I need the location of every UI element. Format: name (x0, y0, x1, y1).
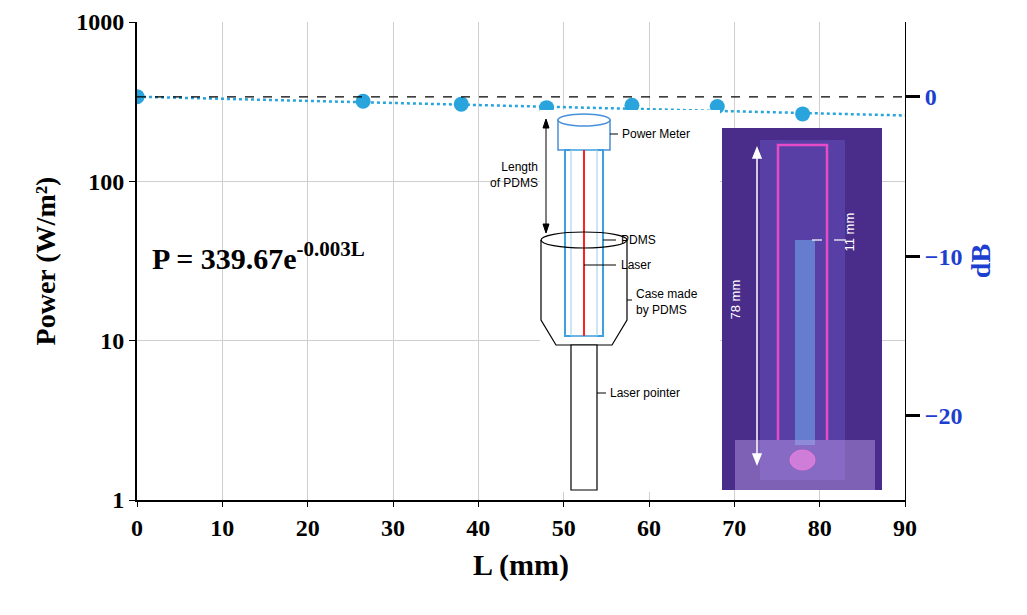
svg-text:90: 90 (893, 515, 917, 541)
svg-text:60: 60 (637, 515, 661, 541)
svg-text:30: 30 (381, 515, 405, 541)
svg-text:20: 20 (296, 515, 320, 541)
svg-text:−10: −10 (925, 244, 963, 270)
svg-text:Laser: Laser (621, 258, 651, 272)
svg-text:Case madeby PDMS: Case madeby PDMS (636, 287, 698, 317)
svg-text:78 mm: 78 mm (728, 280, 743, 320)
svg-text:50: 50 (552, 515, 576, 541)
svg-text:1000: 1000 (76, 9, 124, 35)
svg-text:80: 80 (808, 515, 832, 541)
svg-text:0: 0 (925, 84, 937, 110)
svg-text:Power (W/m²): Power (W/m²) (30, 177, 61, 346)
svg-text:40: 40 (466, 515, 490, 541)
svg-text:Power Meter: Power Meter (622, 127, 690, 141)
svg-text:10: 10 (100, 328, 124, 354)
svg-text:dB: dB (965, 244, 996, 278)
svg-text:−20: −20 (925, 403, 963, 429)
svg-text:100: 100 (88, 169, 124, 195)
svg-text:Laser pointer: Laser pointer (610, 386, 680, 400)
svg-text:L (mm): L (mm) (473, 548, 569, 582)
svg-text:Lengthof PDMS: Lengthof PDMS (490, 160, 538, 190)
svg-text:10: 10 (210, 515, 234, 541)
svg-text:0: 0 (131, 515, 143, 541)
svg-text:PDMS: PDMS (621, 233, 656, 247)
svg-text:P = 339.67e​-0.003L​: P = 339.67e​-0.003L​ (152, 237, 365, 275)
svg-text:11 mm: 11 mm (842, 213, 857, 252)
svg-text:70: 70 (722, 515, 746, 541)
svg-text:1: 1 (112, 487, 124, 513)
